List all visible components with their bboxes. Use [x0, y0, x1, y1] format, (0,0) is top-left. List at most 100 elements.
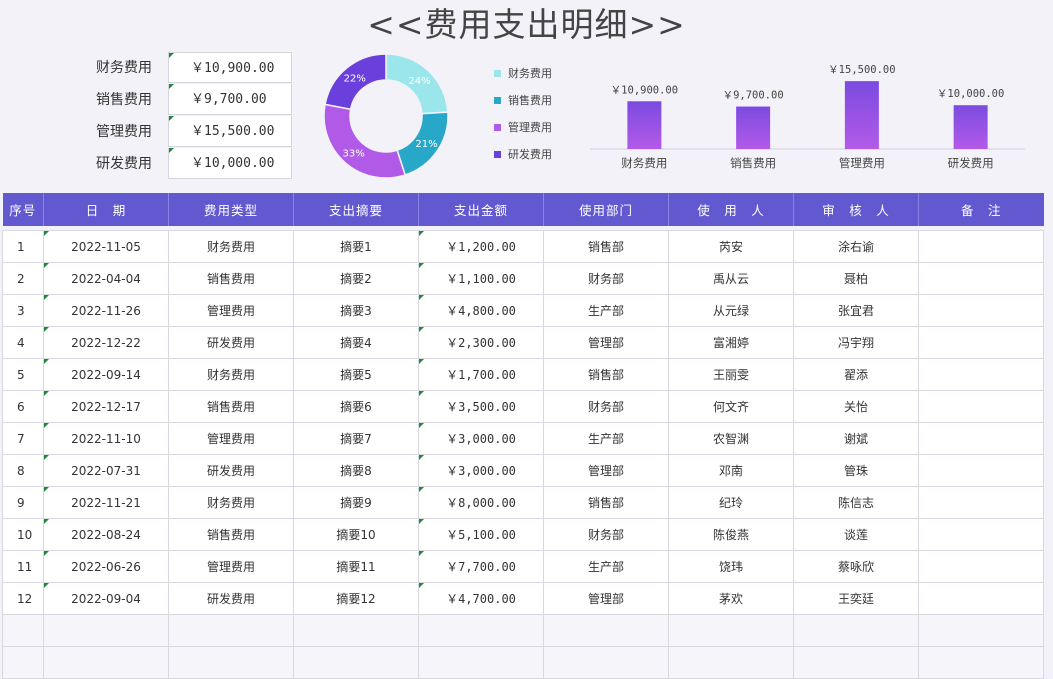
cell-index[interactable]: 8	[2, 454, 44, 487]
cell-reviewer[interactable]: 陈信志	[793, 486, 919, 519]
table-row[interactable]: 9 2022-11-21 财务费用 摘要9 ￥8,000.00 销售部 纪玲 陈信志	[2, 486, 1044, 519]
cell-summary[interactable]: 摘要9	[293, 486, 419, 519]
empty-cell[interactable]	[168, 614, 294, 647]
empty-row[interactable]	[2, 614, 1044, 647]
cell-type[interactable]: 销售费用	[168, 390, 294, 423]
cell-department[interactable]: 销售部	[543, 358, 669, 391]
legend-item[interactable]: 财务费用	[494, 64, 552, 91]
cell-date[interactable]: 2022-11-05	[43, 230, 169, 263]
cell-note[interactable]	[918, 390, 1044, 423]
empty-row[interactable]	[2, 646, 1044, 679]
cell-reviewer[interactable]: 翟添	[793, 358, 919, 391]
cell-amount[interactable]: ￥1,700.00	[418, 358, 544, 391]
cell-user[interactable]: 饶玮	[668, 550, 794, 583]
cell-amount[interactable]: ￥3,000.00	[418, 422, 544, 455]
cell-amount[interactable]: ￥4,700.00	[418, 582, 544, 615]
cell-note[interactable]	[918, 262, 1044, 295]
empty-cell[interactable]	[668, 646, 794, 679]
cell-index[interactable]: 1	[2, 230, 44, 263]
cell-type[interactable]: 财务费用	[168, 358, 294, 391]
cell-index[interactable]: 9	[2, 486, 44, 519]
cell-amount[interactable]: ￥1,100.00	[418, 262, 544, 295]
cell-date[interactable]: 2022-12-17	[43, 390, 169, 423]
summary-value-cell[interactable]: ￥10,900.00	[168, 52, 292, 83]
cell-index[interactable]: 3	[2, 294, 44, 327]
cell-index[interactable]: 10	[2, 518, 44, 551]
cell-department[interactable]: 财务部	[543, 262, 669, 295]
table-row[interactable]: 7 2022-11-10 管理费用 摘要7 ￥3,000.00 生产部 农智渊 谢斌	[2, 422, 1044, 455]
cell-amount[interactable]: ￥2,300.00	[418, 326, 544, 359]
cell-note[interactable]	[918, 230, 1044, 263]
cell-amount[interactable]: ￥8,000.00	[418, 486, 544, 519]
summary-value-cell[interactable]: ￥15,500.00	[168, 116, 292, 147]
cell-date[interactable]: 2022-09-14	[43, 358, 169, 391]
empty-cell[interactable]	[793, 614, 919, 647]
cell-user[interactable]: 农智渊	[668, 422, 794, 455]
table-row[interactable]: 8 2022-07-31 研发费用 摘要8 ￥3,000.00 管理部 邓南 管珠	[2, 454, 1044, 487]
legend-item[interactable]: 销售费用	[494, 91, 552, 118]
header-user[interactable]: 使 用 人	[668, 193, 794, 226]
donut-chart[interactable]: 24% 21% 33% 22%	[322, 52, 450, 180]
cell-index[interactable]: 11	[2, 550, 44, 583]
cell-date[interactable]: 2022-08-24	[43, 518, 169, 551]
cell-index[interactable]: 4	[2, 326, 44, 359]
cell-note[interactable]	[918, 422, 1044, 455]
table-row[interactable]: 11 2022-06-26 管理费用 摘要11 ￥7,700.00 生产部 饶玮 蔡咏欣	[2, 550, 1044, 583]
empty-cell[interactable]	[168, 646, 294, 679]
table-row[interactable]: 6 2022-12-17 销售费用 摘要6 ￥3,500.00 财务部 何文齐 关怡	[2, 390, 1044, 423]
empty-cell[interactable]	[918, 614, 1044, 647]
empty-cell[interactable]	[2, 614, 44, 647]
empty-cell[interactable]	[918, 646, 1044, 679]
cell-department[interactable]: 管理部	[543, 454, 669, 487]
table-row[interactable]: 2 2022-04-04 销售费用 摘要2 ￥1,100.00 财务部 禹从云 聂柏	[2, 262, 1044, 295]
cell-date[interactable]: 2022-09-04	[43, 582, 169, 615]
cell-date[interactable]: 2022-07-31	[43, 454, 169, 487]
header-reviewer[interactable]: 审 核 人	[793, 193, 919, 226]
cell-summary[interactable]: 摘要3	[293, 294, 419, 327]
cell-department[interactable]: 生产部	[543, 422, 669, 455]
cell-reviewer[interactable]: 谢斌	[793, 422, 919, 455]
header-note[interactable]: 备 注	[918, 193, 1044, 226]
cell-type[interactable]: 销售费用	[168, 262, 294, 295]
cell-note[interactable]	[918, 326, 1044, 359]
bar-chart[interactable]: ￥10,900.00 财务费用 ￥9,700.00 销售费用 ￥15,500.00 管理费…	[590, 55, 1025, 180]
cell-note[interactable]	[918, 358, 1044, 391]
table-row[interactable]: 1 2022-11-05 财务费用 摘要1 ￥1,200.00 销售部 芮安 涂右谕	[2, 230, 1044, 263]
cell-department[interactable]: 财务部	[543, 518, 669, 551]
bar-4[interactable]	[953, 105, 988, 149]
cell-type[interactable]: 管理费用	[168, 550, 294, 583]
cell-reviewer[interactable]: 张宜君	[793, 294, 919, 327]
empty-cell[interactable]	[43, 646, 169, 679]
cell-reviewer[interactable]: 管珠	[793, 454, 919, 487]
cell-note[interactable]	[918, 486, 1044, 519]
cell-amount[interactable]: ￥1,200.00	[418, 230, 544, 263]
cell-reviewer[interactable]: 谈莲	[793, 518, 919, 551]
donut-slice-4[interactable]	[324, 53, 387, 111]
donut-slice-3[interactable]	[323, 103, 407, 179]
cell-index[interactable]: 5	[2, 358, 44, 391]
cell-user[interactable]: 禹从云	[668, 262, 794, 295]
header-type[interactable]: 费用类型	[168, 193, 294, 226]
cell-date[interactable]: 2022-04-04	[43, 262, 169, 295]
table-row[interactable]: 4 2022-12-22 研发费用 摘要4 ￥2,300.00 管理部 富湘婷 冯宇翔	[2, 326, 1044, 359]
cell-department[interactable]: 销售部	[543, 486, 669, 519]
cell-amount[interactable]: ￥4,800.00	[418, 294, 544, 327]
empty-cell[interactable]	[793, 646, 919, 679]
legend-item[interactable]: 管理费用	[494, 118, 552, 145]
bar-1[interactable]	[627, 101, 662, 149]
empty-cell[interactable]	[418, 614, 544, 647]
cell-summary[interactable]: 摘要2	[293, 262, 419, 295]
cell-date[interactable]: 2022-06-26	[43, 550, 169, 583]
cell-amount[interactable]: ￥3,500.00	[418, 390, 544, 423]
summary-value-cell[interactable]: ￥9,700.00	[168, 84, 292, 115]
cell-summary[interactable]: 摘要6	[293, 390, 419, 423]
cell-user[interactable]: 王丽雯	[668, 358, 794, 391]
cell-user[interactable]: 纪玲	[668, 486, 794, 519]
empty-cell[interactable]	[43, 614, 169, 647]
cell-type[interactable]: 财务费用	[168, 230, 294, 263]
empty-cell[interactable]	[543, 646, 669, 679]
bar-2[interactable]	[736, 106, 771, 149]
cell-user[interactable]: 陈俊燕	[668, 518, 794, 551]
cell-reviewer[interactable]: 冯宇翔	[793, 326, 919, 359]
cell-reviewer[interactable]: 关怡	[793, 390, 919, 423]
